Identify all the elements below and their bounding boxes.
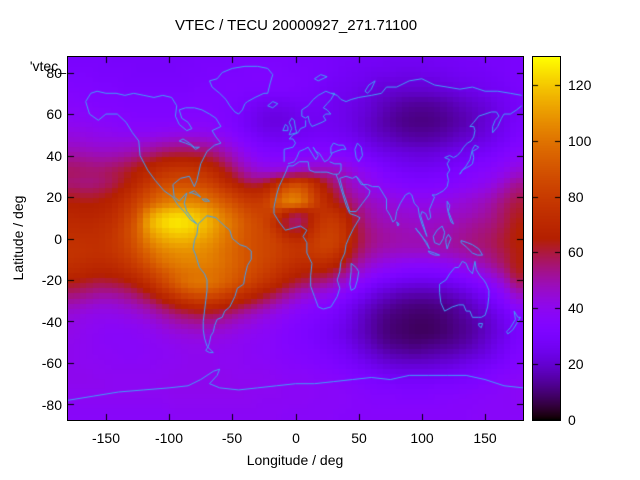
x-tick-label: 0 xyxy=(292,430,300,446)
y-tick-label: 80 xyxy=(46,65,62,81)
colorbar-tick-label: 120 xyxy=(568,77,592,93)
y-tick-label: -20 xyxy=(41,272,62,288)
chart-title: VTEC / TECU 20000927_271.71100 xyxy=(174,17,418,34)
colorbar-canvas xyxy=(532,56,561,421)
x-axis-label: Longitude / deg xyxy=(246,452,344,468)
y-tick-label: 40 xyxy=(46,148,62,164)
y-tick-label: -60 xyxy=(41,355,62,371)
tec-map-canvas xyxy=(67,56,524,421)
y-tick-label: -80 xyxy=(41,397,62,413)
colorbar-tick-label: 80 xyxy=(568,189,584,205)
key-label: 'vtec_ xyxy=(29,58,66,74)
x-tick-label: 100 xyxy=(410,430,434,446)
x-tick-label: 150 xyxy=(473,430,497,446)
x-tick-label: 50 xyxy=(351,430,367,446)
colorbar-tick-label: 100 xyxy=(568,133,592,149)
x-tick-label: -100 xyxy=(154,430,184,446)
y-tick-label: 0 xyxy=(54,231,62,247)
y-tick-label: 20 xyxy=(46,189,62,205)
colorbar-tick-label: 40 xyxy=(568,300,584,316)
x-tick-label: -150 xyxy=(91,430,121,446)
colorbar-tick-label: 60 xyxy=(568,244,584,260)
y-tick-label: 60 xyxy=(46,106,62,122)
y-tick-label: -40 xyxy=(41,314,62,330)
colorbar-tick-label: 20 xyxy=(568,356,584,372)
x-tick-label: -50 xyxy=(221,430,243,446)
colorbar-tick-label: 0 xyxy=(568,412,576,428)
